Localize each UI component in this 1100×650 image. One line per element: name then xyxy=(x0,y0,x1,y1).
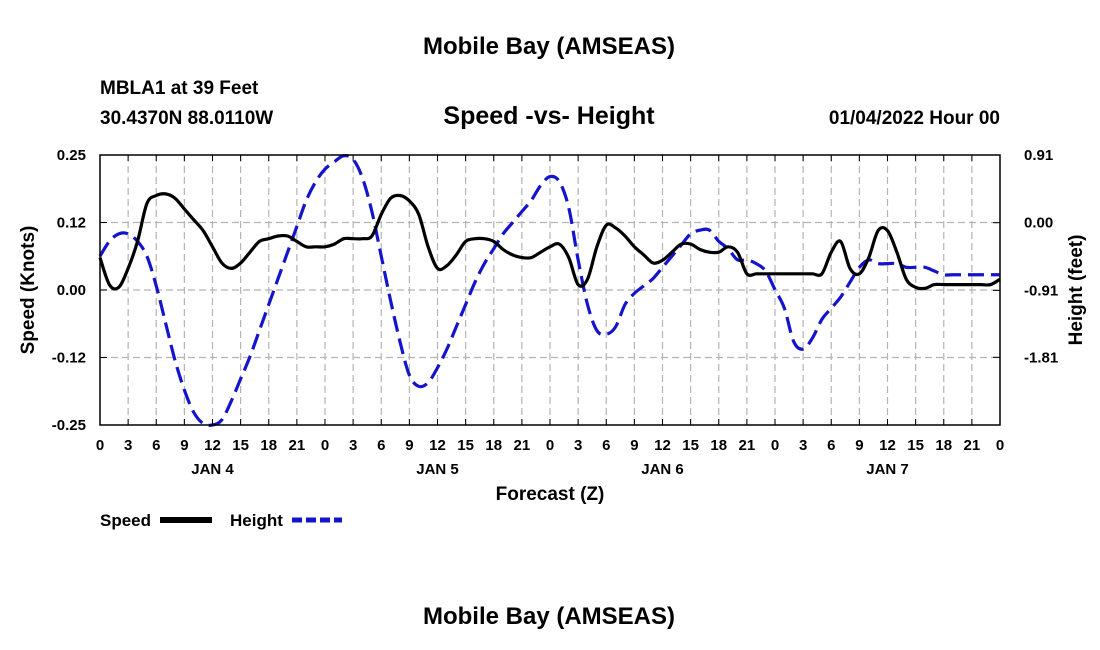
x-tick-label: 12 xyxy=(204,437,221,454)
y2-tick-labels: 0.91 0.00 -0.91 -1.81 xyxy=(1024,147,1058,366)
x-tick-label: 0 xyxy=(771,437,779,454)
y2-tick-label: -0.91 xyxy=(1024,282,1058,299)
y-tick-label: -0.25 xyxy=(52,417,86,434)
x-tick-label: 6 xyxy=(152,437,160,454)
x-tick-label: 6 xyxy=(377,437,385,454)
x-tick-labels: 0 3 6 9 12 15 18 21 0 3 6 9 12 15 18 21 0 3 6 9 12 15 18 21 0 3 6 9… xyxy=(96,437,1004,454)
x-tick-label: 18 xyxy=(260,437,277,454)
x-axis-label: Forecast (Z) xyxy=(496,484,605,505)
x-tick-label: 21 xyxy=(289,437,306,454)
chart-subtitle: Speed -vs- Height xyxy=(443,102,655,130)
day-label: JAN 4 xyxy=(191,461,234,478)
series-line-speed xyxy=(98,192,1001,291)
x-tick-label: 12 xyxy=(654,437,671,454)
x-tick-label: 12 xyxy=(879,437,896,454)
y-tick-label: 0.00 xyxy=(57,282,86,299)
y2-axis-label: Height (feet) xyxy=(1066,235,1087,346)
station-coords: 30.4370N 88.0110W xyxy=(100,108,273,129)
day-label: JAN 7 xyxy=(866,461,909,478)
legend-height-label: Height xyxy=(230,511,283,530)
x-tick-label: 3 xyxy=(124,437,132,454)
x-tick-label: 9 xyxy=(180,437,188,454)
grid-lines xyxy=(100,155,1000,425)
series-line-height xyxy=(98,154,1000,427)
main-title: Mobile Bay (AMSEAS) xyxy=(423,33,675,60)
x-tick-label: 0 xyxy=(96,437,104,454)
x-tick-label: 18 xyxy=(485,437,502,454)
y-tick-label: -0.12 xyxy=(52,350,86,367)
x-tick-label: 9 xyxy=(630,437,638,454)
y2-tick-label: 0.00 xyxy=(1024,215,1053,232)
x-tick-label: 15 xyxy=(457,437,474,454)
x-tick-label: 18 xyxy=(935,437,952,454)
x-tick-label: 9 xyxy=(855,437,863,454)
x-tick-label: 15 xyxy=(682,437,699,454)
x-tick-label: 0 xyxy=(546,437,554,454)
x-tick-label: 6 xyxy=(602,437,610,454)
x-tick-label: 3 xyxy=(349,437,357,454)
x-tick-label: 12 xyxy=(429,437,446,454)
x-tick-label: 6 xyxy=(827,437,835,454)
x-tick-label: 9 xyxy=(405,437,413,454)
x-tick-label: 3 xyxy=(799,437,807,454)
x-tick-label: 18 xyxy=(710,437,727,454)
x-tick-label: 3 xyxy=(574,437,582,454)
forecast-datetime: 01/04/2022 Hour 00 xyxy=(829,108,1000,129)
y2-tick-label: 0.91 xyxy=(1024,147,1053,164)
station-label: MBLA1 at 39 Feet xyxy=(100,78,259,99)
x-tick-label: 21 xyxy=(514,437,531,454)
x-tick-label: 15 xyxy=(232,437,249,454)
y-tick-label: 0.25 xyxy=(57,147,86,164)
day-label: JAN 6 xyxy=(641,461,684,478)
x-tick-label: 0 xyxy=(996,437,1004,454)
x-tick-label: 21 xyxy=(739,437,756,454)
series-layer xyxy=(98,154,1001,427)
legend-speed-label: Speed xyxy=(100,511,151,530)
y2-tick-label: -1.81 xyxy=(1024,349,1058,366)
day-labels: JAN 4 JAN 5 JAN 6 JAN 7 xyxy=(191,461,909,478)
x-tick-label: 0 xyxy=(321,437,329,454)
day-label: JAN 5 xyxy=(416,461,459,478)
x-tick-label: 15 xyxy=(907,437,924,454)
y-tick-labels: 0.25 0.12 0.00 -0.12 -0.25 xyxy=(52,147,86,434)
y-tick-label: 0.12 xyxy=(57,215,86,232)
x-tick-label: 21 xyxy=(964,437,981,454)
tick-marks xyxy=(99,154,1001,426)
y-axis-label: Speed (Knots) xyxy=(18,226,39,355)
footer-title: Mobile Bay (AMSEAS) xyxy=(423,603,675,630)
legend: Speed Height xyxy=(100,511,342,530)
